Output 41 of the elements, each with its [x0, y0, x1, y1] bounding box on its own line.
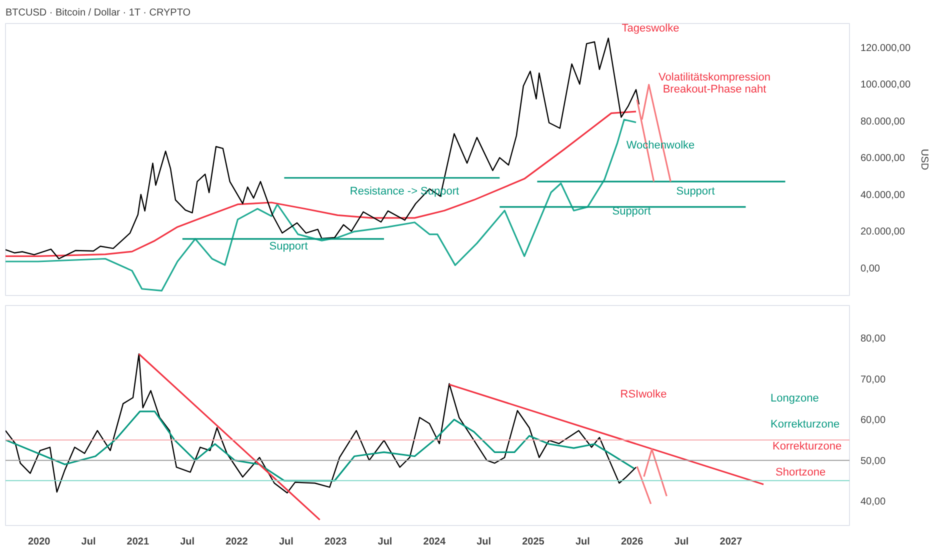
x-tick-label: 2026 — [620, 536, 644, 548]
annotation: RSIwolke — [620, 388, 667, 400]
y-tick-label: 70,00 — [860, 374, 886, 386]
annotation: Breakout-Phase naht — [662, 84, 766, 96]
x-tick-label: 2021 — [126, 536, 150, 548]
y-tick-label: 120.000,00 — [860, 42, 911, 54]
annotation: Korrekturzone — [772, 440, 842, 452]
x-tick-label: Jul — [180, 536, 195, 548]
x-tick-label: 2020 — [28, 536, 51, 548]
y-tick-label: 50,00 — [860, 456, 886, 467]
y-tick-label: 80.000,00 — [860, 116, 906, 128]
x-tick-label: 2023 — [324, 536, 348, 548]
annotation: Wochenwolke — [626, 140, 695, 152]
x-tick-label: 2027 — [720, 536, 742, 548]
y-tick-label: 20.000,00 — [860, 226, 906, 238]
y-tick-label: 60,00 — [860, 415, 886, 426]
annotation: Tageswolke — [622, 22, 680, 34]
x-tick-label: Jul — [674, 536, 689, 548]
annotation: Support — [676, 186, 715, 198]
y-tick-label: 40,00 — [860, 496, 886, 508]
y-tick-label: 60.000,00 — [860, 153, 906, 164]
x-tick-label: 2022 — [226, 536, 248, 548]
y-tick-label: 80,00 — [860, 334, 886, 345]
annotation: Korrekturzone — [770, 418, 840, 430]
annotation: Longzone — [770, 392, 819, 404]
x-tick-label: Jul — [575, 536, 590, 548]
x-tick-label: Jul — [378, 536, 392, 548]
y-tick-label: 40.000,00 — [860, 190, 906, 201]
x-tick-label: 2024 — [423, 536, 446, 548]
annotation: Support — [269, 240, 308, 252]
x-tick-label: Jul — [476, 536, 492, 548]
annotation: Support — [612, 206, 651, 218]
x-tick-label: Jul — [81, 536, 96, 548]
y-tick-label: 0,00 — [860, 263, 880, 274]
x-tick-label: 2025 — [522, 536, 545, 548]
chart-title: BTCUSD · Bitcoin / Dollar · 1T · CRYPTO — [6, 8, 191, 18]
annotation: Volatilitätskompression — [658, 72, 770, 84]
annotation: Shortzone — [776, 466, 826, 478]
y-axis-title: USD — [918, 148, 930, 170]
x-tick-label: Jul — [278, 536, 294, 548]
y-tick-label: 100.000,00 — [860, 80, 911, 91]
